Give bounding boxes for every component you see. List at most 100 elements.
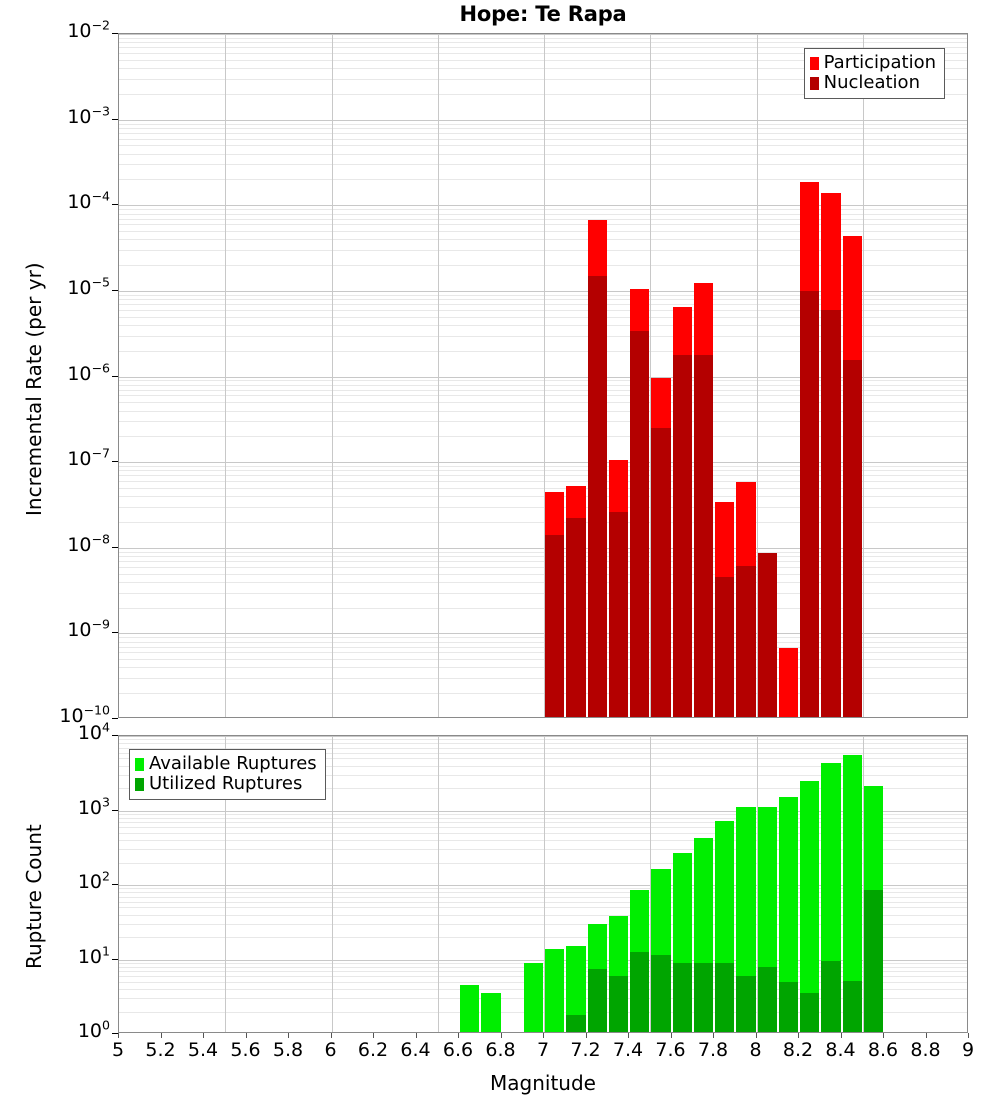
gridline-minor [119,250,967,252]
bar-nucleation [545,535,565,717]
bar-available-ruptures [481,993,501,1032]
rupture-count-legend: Available Ruptures Utilized Ruptures [129,749,326,801]
y-tick-mark [112,1033,118,1034]
bar-utilized-ruptures [800,992,820,1032]
gridline-minor [119,765,967,767]
gridline-minor [119,774,967,776]
bar-nucleation [821,309,841,717]
bar-nucleation [608,512,628,717]
legend-entry: Available Ruptures [135,753,317,774]
bar-utilized-ruptures [863,890,883,1032]
gridline-minor [119,487,967,489]
y-tick-mark [112,461,118,463]
bar-nucleation [842,360,862,717]
legend-label: Participation [823,52,936,73]
x-tick-label: 6.4 [400,1039,431,1061]
legend-swatch-icon [135,777,144,791]
gridline-minor [119,827,967,829]
gridline-minor [119,127,967,129]
bar-utilized-ruptures [757,966,777,1032]
y-tick-label: 10−5 [67,274,110,299]
gridline-minor [119,551,967,553]
gridline-minor [119,37,967,39]
gridline-minor [119,304,967,306]
x-tick-mark [840,1033,842,1038]
legend-entry: Participation [809,52,936,73]
gridline-minor [119,421,967,423]
gridline-minor [119,937,967,939]
bar-nucleation [693,354,713,717]
gridline-minor [119,659,967,661]
gridline-major [119,205,967,207]
y-tick-mark [112,632,118,634]
gridline-minor [119,78,967,80]
bar-available-ruptures [736,807,756,1032]
bar-utilized-ruptures [587,968,607,1032]
gridline-minor [119,47,967,49]
gridline-minor [119,52,967,54]
x-tick-label: 6.8 [485,1039,516,1061]
gridline-minor [119,817,967,819]
bar-available-ruptures [800,780,820,1032]
gridline-minor [119,335,967,337]
bar-nucleation [800,290,820,717]
gridline-minor [119,521,967,523]
x-tick-mark [373,1033,374,1038]
y-tick-label: 103 [77,794,110,819]
x-tick-label: 5.6 [230,1039,261,1061]
bar-utilized-ruptures [842,980,862,1032]
bar-utilized-ruptures [672,962,692,1032]
gridline-minor [119,153,967,155]
gridline-minor [119,637,967,639]
gridline-major [119,885,967,886]
rupture-count-y-axis-label: Rupture Count [22,824,46,969]
bar-utilized-ruptures [736,976,756,1032]
x-tick-label: 7.6 [655,1039,686,1061]
gridline-major [119,633,967,635]
x-tick-label: 8.8 [910,1039,941,1061]
page-title: Hope: Te Rapa [459,2,627,26]
bar-utilized-ruptures [566,1014,586,1032]
gridline-minor [119,123,967,125]
x-axis-label: Magnitude [490,1071,596,1095]
gridline-minor [119,93,967,95]
bar-nucleation [757,552,777,717]
gridline-vertical [756,34,758,717]
x-tick-mark [203,1033,204,1038]
x-tick-mark [798,1033,799,1038]
gridline-vertical [331,736,333,1032]
gridline-minor [119,923,967,925]
y-tick-label: 10−7 [67,445,110,471]
x-tick-mark [883,1033,884,1038]
rupture-count-panel: Available Ruptures Utilized Ruptures [118,735,968,1033]
bar-utilized-ruptures [778,981,798,1032]
bar-utilized-ruptures [630,952,650,1032]
legend-label: Available Ruptures [149,753,317,774]
gridline-minor [119,1011,967,1013]
x-tick-mark [160,1033,162,1038]
gridline-minor [119,693,967,695]
gridline-minor [119,822,967,824]
bar-utilized-ruptures [651,954,671,1032]
gridline-minor [119,592,967,594]
gridline-minor [119,989,967,991]
x-tick-mark [543,1033,544,1038]
y-tick-label: 104 [77,719,110,744]
bar-available-ruptures [545,948,565,1032]
y-tick-label: 101 [77,943,110,968]
gridline-minor [119,901,967,903]
gridline-vertical [650,736,652,1032]
x-tick-label: 6.2 [357,1039,389,1061]
x-tick-label: 5.4 [187,1039,219,1061]
gridline-minor [119,758,967,760]
gridline-minor [119,896,967,898]
gridline-minor [119,907,967,909]
legend-swatch-icon [809,76,819,90]
x-tick-mark [458,1033,459,1038]
y-tick-label: 10−3 [67,103,110,128]
gridline-minor [119,813,967,815]
y-tick-label: 102 [77,868,110,893]
x-tick-label: 5.8 [272,1039,304,1061]
bar-utilized-ruptures [608,976,628,1032]
